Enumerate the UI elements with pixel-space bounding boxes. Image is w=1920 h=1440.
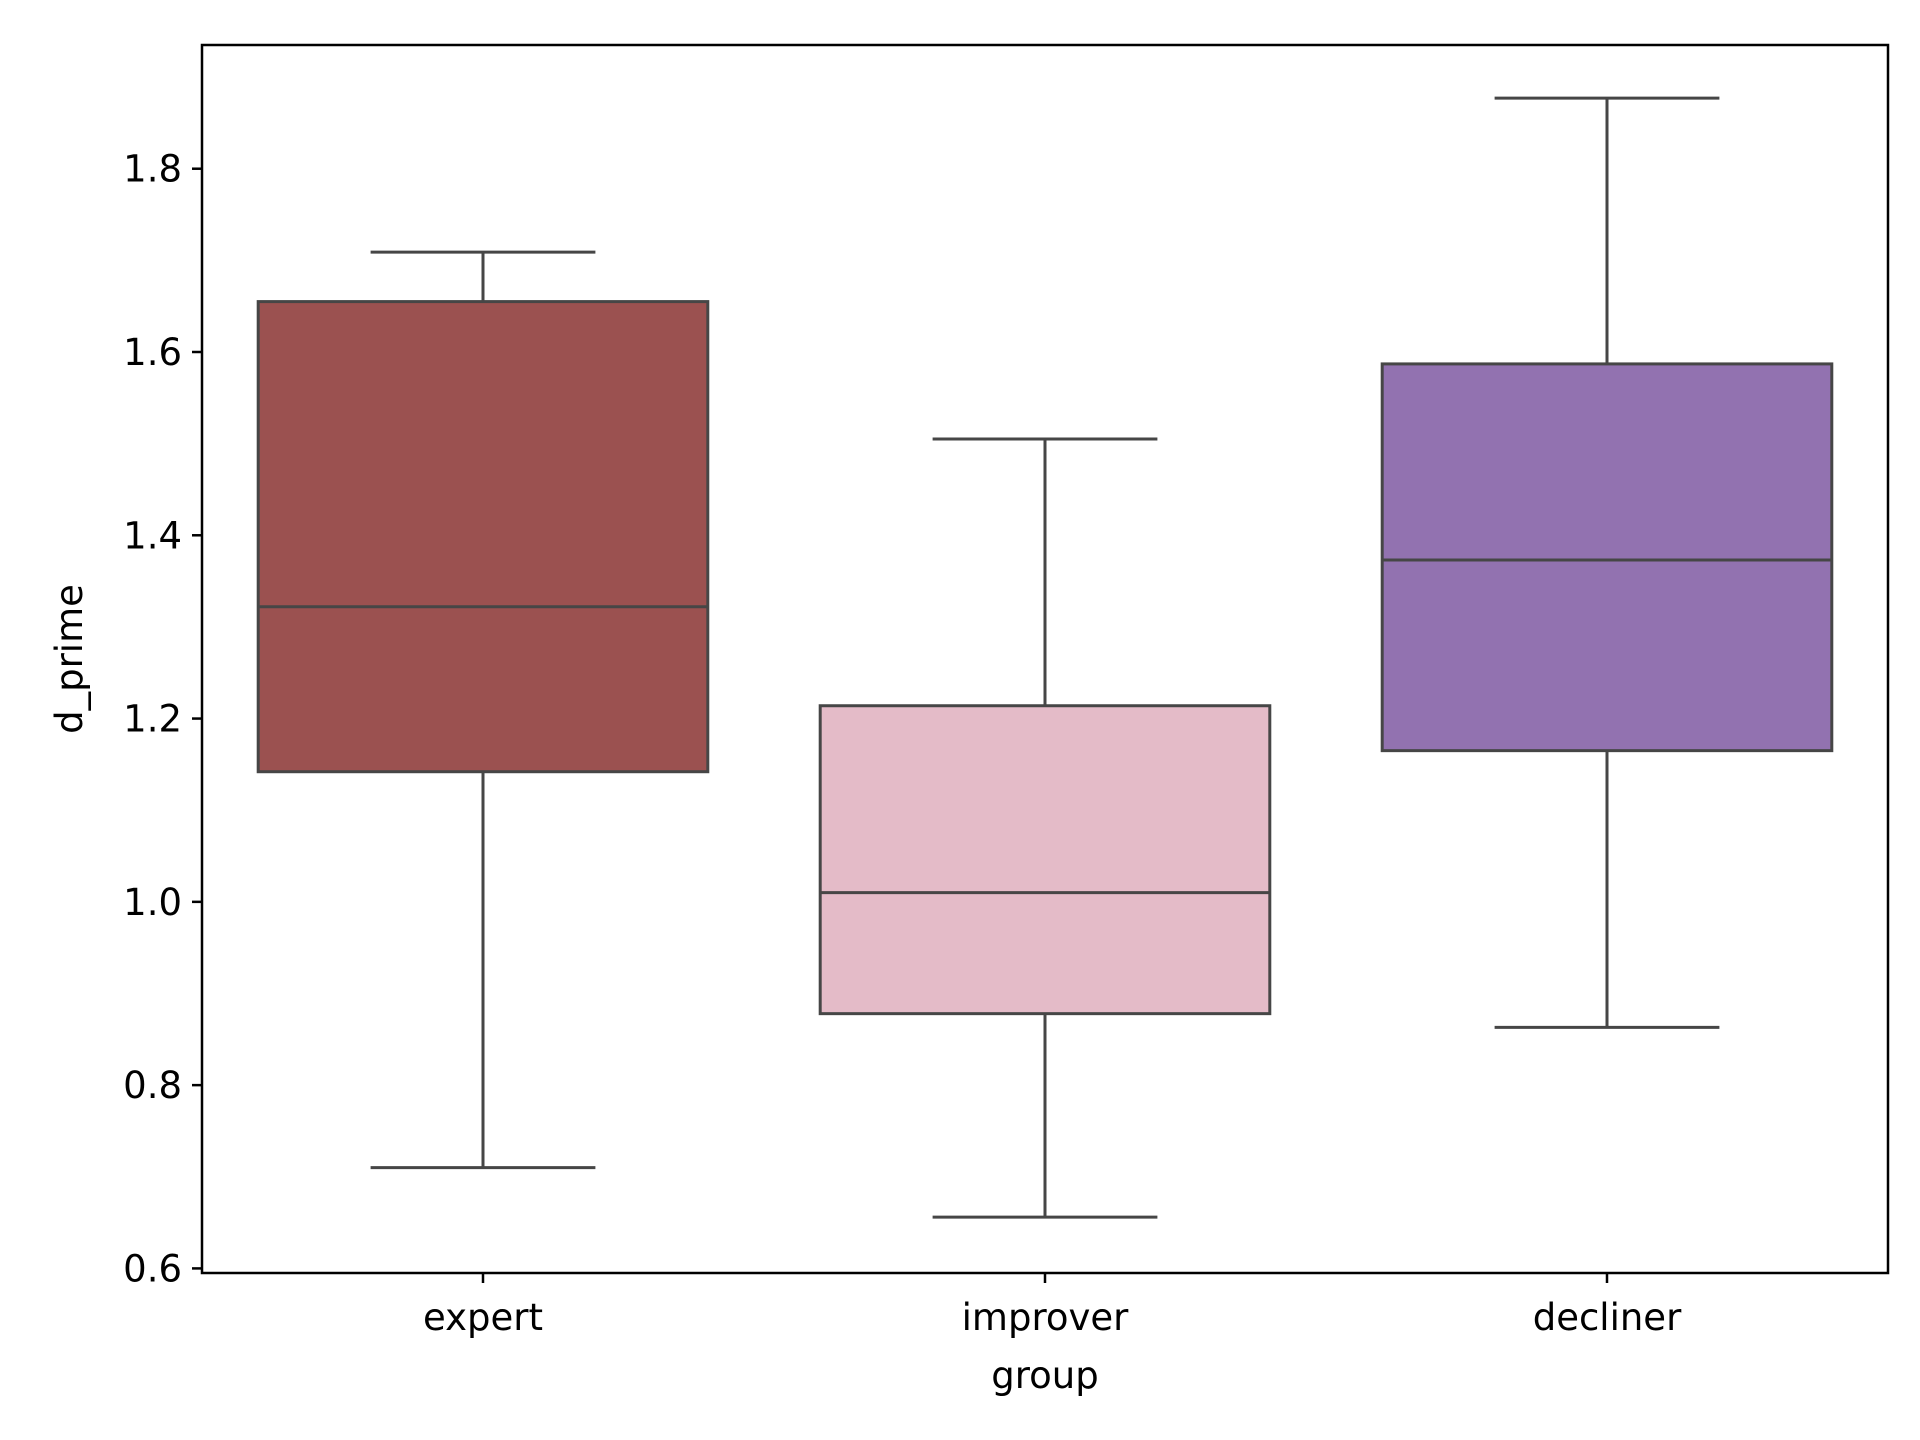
box-expert bbox=[256, 250, 710, 1170]
iqr-box-expert bbox=[256, 300, 710, 774]
iqr-box-decliner bbox=[1380, 362, 1834, 753]
x-tick-label: improver bbox=[962, 1296, 1130, 1339]
y-tick-label: 1.4 bbox=[123, 514, 182, 557]
x-tick-label: expert bbox=[423, 1296, 543, 1339]
y-tick-label: 0.8 bbox=[123, 1064, 182, 1107]
y-axis-label: d_prime bbox=[48, 584, 91, 734]
y-tick-label: 0.6 bbox=[123, 1247, 182, 1290]
iqr-box-improver bbox=[818, 704, 1272, 1016]
y-axis: 0.6 0.8 1.0 1.2 1.4 1.6 1.8 bbox=[123, 148, 202, 1290]
x-tick-label: decliner bbox=[1533, 1296, 1682, 1339]
box-decliner bbox=[1380, 96, 1834, 1029]
x-axis-label: group bbox=[991, 1354, 1098, 1397]
y-tick-label: 1.0 bbox=[123, 881, 182, 924]
x-axis: expert improver decliner bbox=[423, 1273, 1682, 1339]
y-tick-label: 1.6 bbox=[123, 331, 182, 374]
y-tick-label: 1.2 bbox=[123, 698, 182, 741]
y-tick-label: 1.8 bbox=[123, 148, 182, 191]
boxes-layer bbox=[256, 96, 1834, 1219]
box-improver bbox=[818, 437, 1272, 1219]
